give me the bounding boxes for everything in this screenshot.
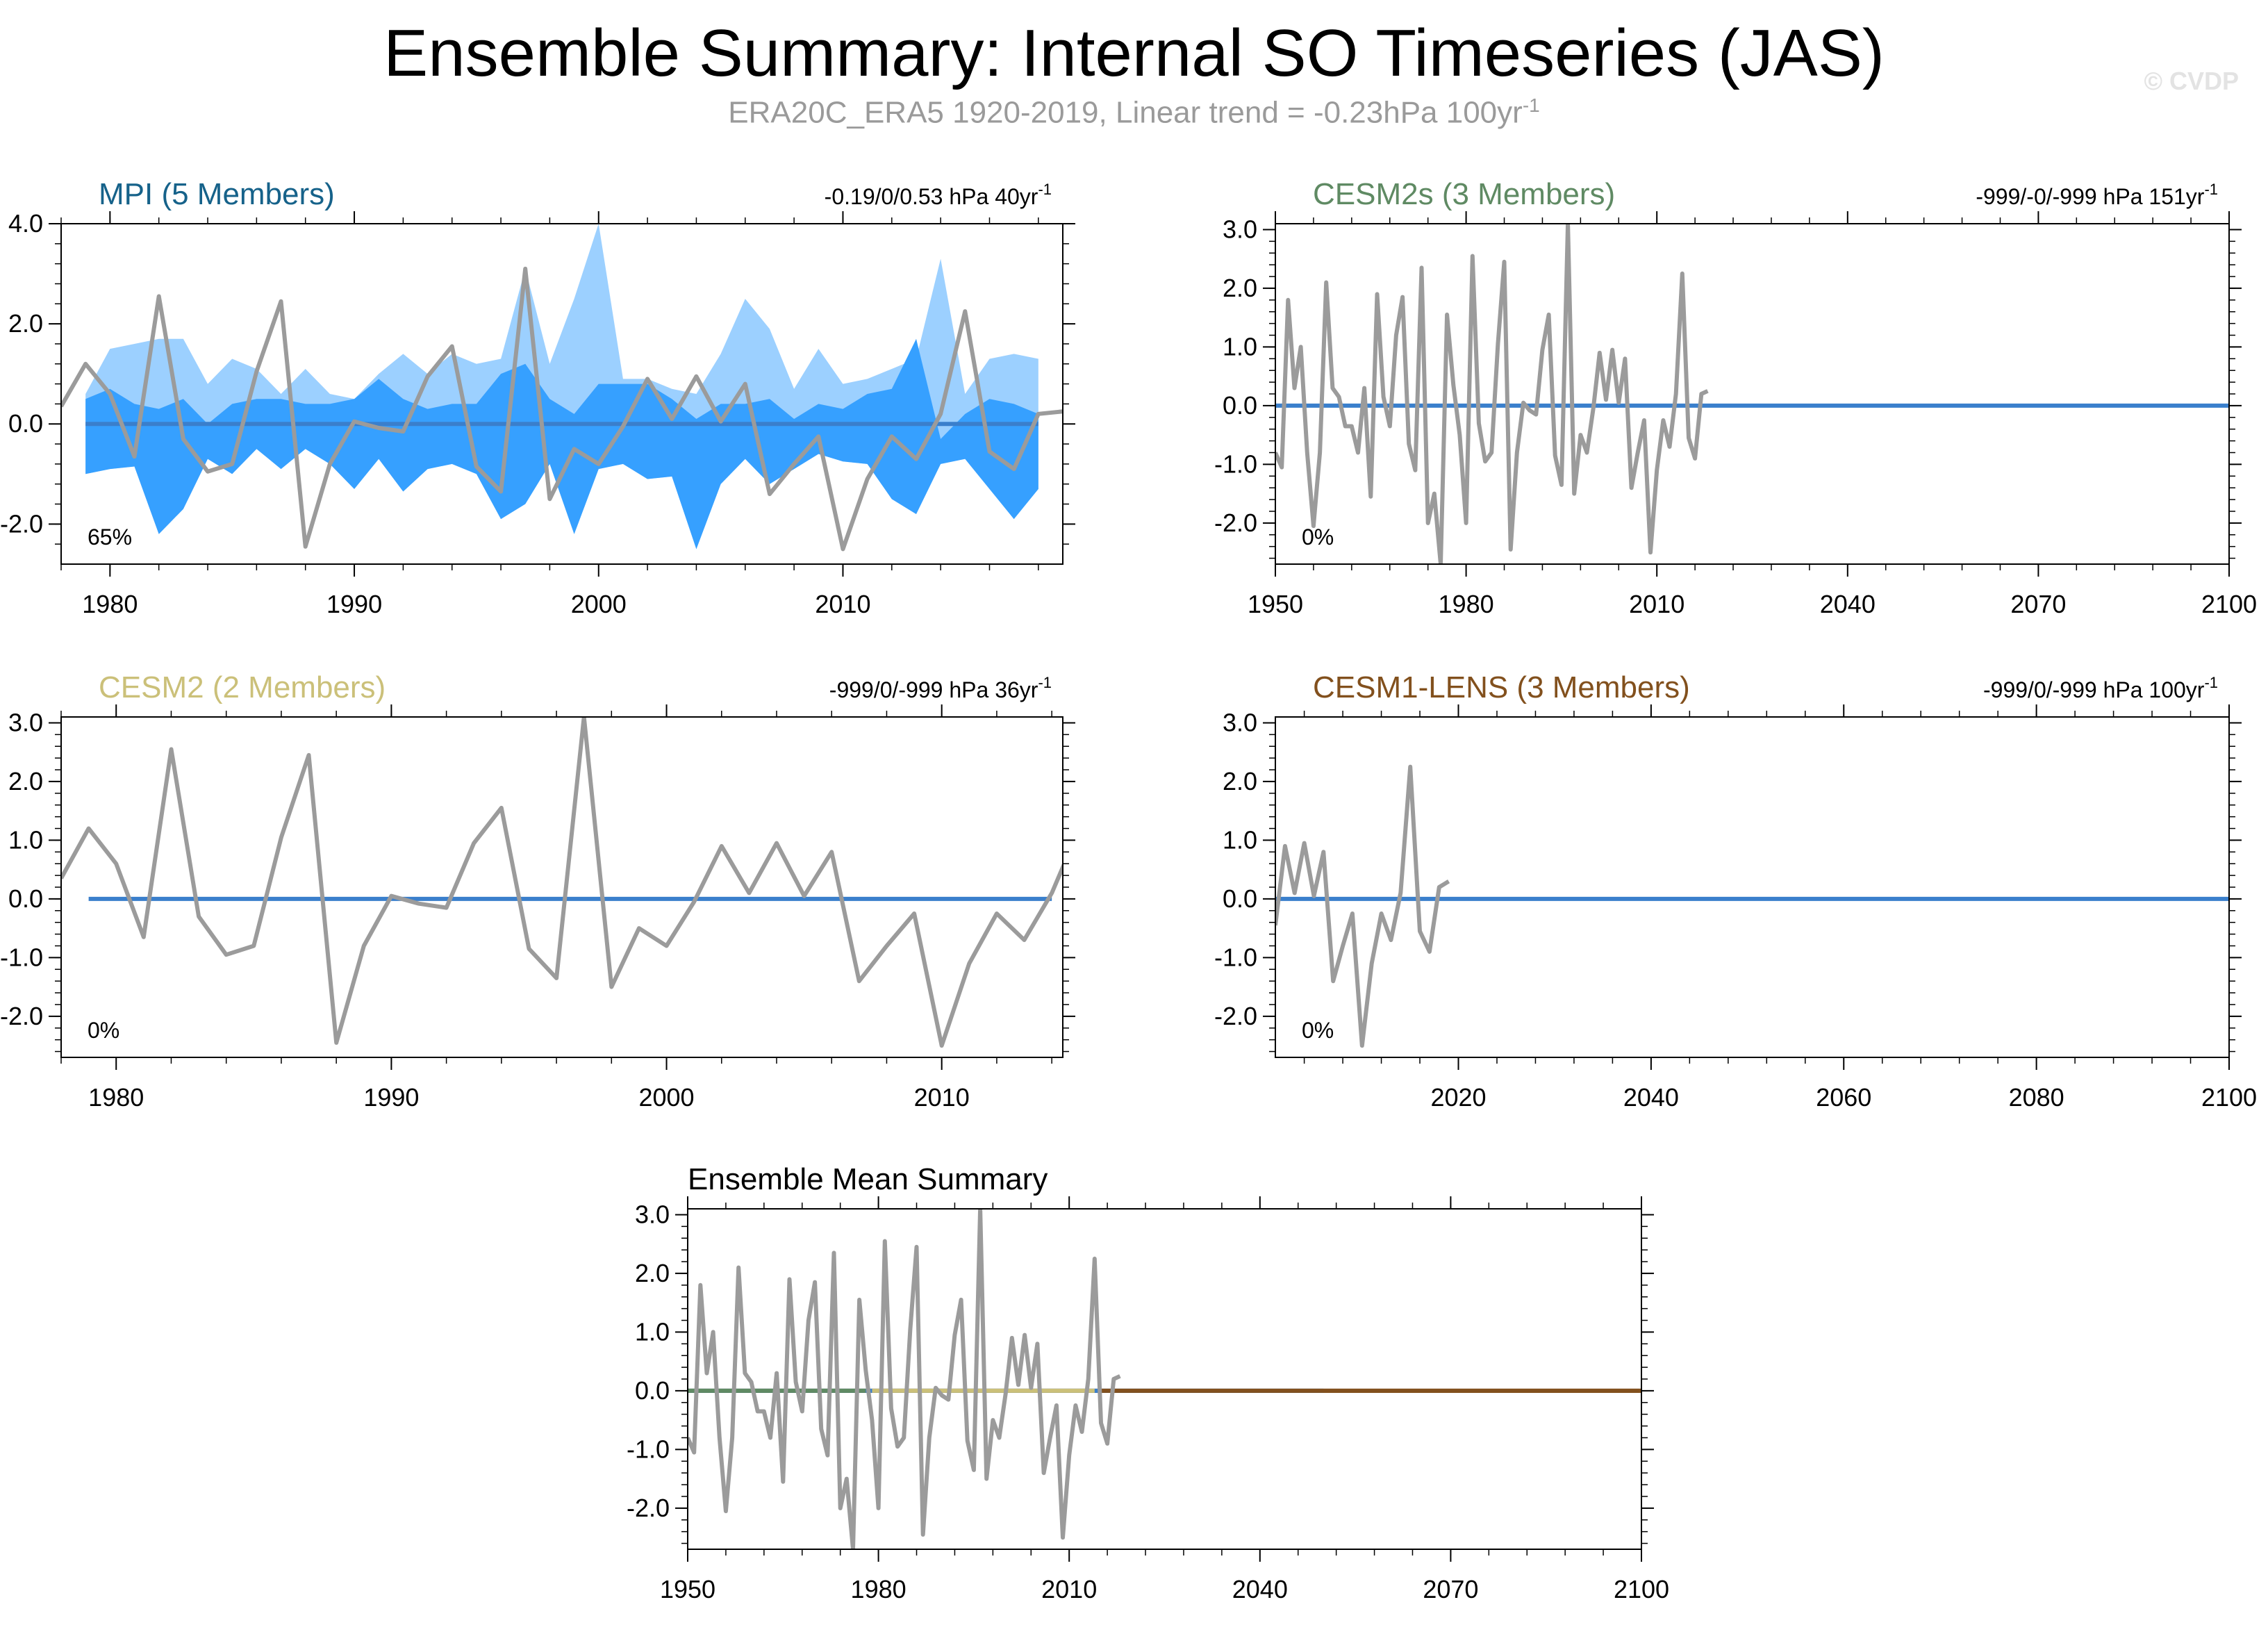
y-tick-label: 1.0 [635,1317,670,1346]
panel-stat: -999/0/-999 hPa 100yr-1 [1983,674,2218,702]
y-tick-label: -1.0 [627,1435,670,1463]
y-tick-label: 3.0 [8,708,43,736]
y-tick-label: -2.0 [627,1494,670,1522]
x-tick-label: 2040 [1232,1575,1288,1603]
panel-title: CESM2s (3 Members) [1313,177,1615,211]
plot-area [61,717,1063,1048]
x-tick-label: 2070 [1423,1575,1478,1603]
y-tick-label: 3.0 [1223,215,1257,243]
panel-stat-superscript: -1 [2204,674,2218,691]
panel-stat: -0.19/0/0.53 hPa 40yr-1 [825,181,1052,209]
x-tick-label: 1990 [326,590,382,618]
x-tick-label: 2010 [1629,590,1685,618]
subtitle: ERA20C_ERA5 1920-2019, Linear trend = -0… [0,94,2268,131]
y-tick-label: -2.0 [1214,509,1257,537]
panel-stat-text: -999/0/-999 hPa 36yr [829,677,1038,702]
percent-label: 0% [1302,1018,1334,1043]
y-tick-label: 1.0 [8,825,43,854]
panel-cesm1-lens: CESM1-LENS (3 Members) -999/0/-999 hPa 10… [1214,670,2257,1112]
main-title: Ensemble Summary: Internal SO Timeseries… [383,16,1885,90]
x-tick-label: 1980 [82,590,138,618]
x-tick-label: 2010 [914,1083,970,1112]
observed-timeseries-line [1275,224,1709,564]
y-tick-label: -1.0 [0,943,43,971]
percent-label: 0% [88,1018,119,1043]
observed-timeseries-line [61,717,1063,1048]
y-tick-label: 0.0 [1223,884,1257,913]
x-tick-label: 2010 [1041,1575,1097,1603]
panel-cesm2: CESM2 (2 Members) -999/0/-999 hPa 36yr-1 1… [0,670,1075,1112]
x-tick-label: 1950 [660,1575,715,1603]
y-tick-label: 3.0 [635,1200,670,1228]
panel-title: MPI (5 Members) [99,177,335,211]
panel-stat-superscript: -1 [1038,674,1052,691]
percent-label: 65% [88,525,132,550]
plot-area [1275,224,2229,564]
x-tick-label: 2020 [1430,1083,1486,1112]
x-tick-label: 2100 [1614,1575,1669,1603]
y-tick-label: 4.0 [8,209,43,238]
panel-title: Ensemble Mean Summary [688,1162,1048,1196]
x-tick-label: 2100 [2201,590,2257,618]
x-tick-label: 2070 [2010,590,2066,618]
y-tick-label: 1.0 [1223,825,1257,854]
panel-stat-text: -999/0/-999 hPa 100yr [1983,677,2205,702]
x-tick-label: 2000 [638,1083,694,1112]
ensemble-spread-outer-band [85,224,1038,550]
x-tick-label: 1980 [851,1575,907,1603]
x-tick-label: 2000 [571,590,627,618]
panel-stat-superscript: -1 [1038,181,1052,198]
plot-area [688,1209,1641,1549]
subtitle-text: ERA20C_ERA5 1920-2019, Linear trend = -0… [728,95,1523,130]
y-tick-label: 2.0 [635,1259,670,1287]
subtitle-superscript: -1 [1522,94,1540,116]
y-tick-label: 0.0 [635,1376,670,1405]
x-tick-label: 1950 [1248,590,1303,618]
watermark: © CVDP [2144,67,2239,95]
percent-label: 0% [1302,525,1334,550]
y-tick-label: -2.0 [1214,1002,1257,1030]
panel-frame [60,716,1063,1058]
x-tick-label: 1980 [88,1083,144,1112]
x-tick-label: 2080 [2009,1083,2064,1112]
panel-mpi: MPI (5 Members) -0.19/0/0.53 hPa 40yr-1 19… [0,177,1075,618]
panel-cesm2s: CESM2s (3 Members) -999/-0/-999 hPa 151yr… [1214,177,2257,618]
observed-timeseries-line [1275,764,1450,1048]
y-tick-label: -2.0 [0,509,43,538]
y-tick-label: 0.0 [8,884,43,913]
y-tick-label: 2.0 [8,309,43,338]
panel-title: CESM2 (2 Members) [99,670,386,704]
x-tick-label: 1990 [363,1083,419,1112]
y-tick-label: -1.0 [1214,943,1257,971]
plot-area [1275,764,2229,1048]
panel-stat-text: -999/-0/-999 hPa 151yr [1976,184,2204,209]
observed-timeseries-line [688,1209,1121,1549]
y-tick-label: 2.0 [8,767,43,795]
x-tick-label: 2040 [1623,1083,1679,1112]
y-tick-label: 3.0 [1223,708,1257,736]
panel-stat: -999/0/-999 hPa 36yr-1 [829,674,1052,702]
panel-stat-superscript: -1 [2204,181,2218,198]
panel-ensemble-mean: Ensemble Mean Summary 1950 1980 2010 2040 207… [627,1162,1669,1603]
x-tick-label: 1980 [1439,590,1494,618]
y-tick-label: 2.0 [1223,274,1257,302]
plot-area [61,224,1063,552]
panel-stat-text: -0.19/0/0.53 hPa 40yr [825,184,1038,209]
panel-stat: -999/-0/-999 hPa 151yr-1 [1976,181,2218,209]
y-tick-label: -1.0 [1214,449,1257,478]
y-tick-label: 0.0 [1223,391,1257,420]
panel-title: CESM1-LENS (3 Members) [1313,670,1690,704]
y-tick-label: 1.0 [1223,332,1257,361]
x-tick-label: 2010 [815,590,870,618]
y-tick-label: -2.0 [0,1002,43,1030]
x-tick-label: 2060 [1816,1083,1871,1112]
y-tick-label: 2.0 [1223,767,1257,795]
observed-timeseries-line [61,266,1063,552]
x-tick-label: 2040 [1820,590,1876,618]
panel-frame [60,223,1063,565]
ensemble-spread-inner-band [85,338,1038,550]
y-tick-label: 0.0 [8,409,43,438]
x-tick-label: 2100 [2201,1083,2257,1112]
